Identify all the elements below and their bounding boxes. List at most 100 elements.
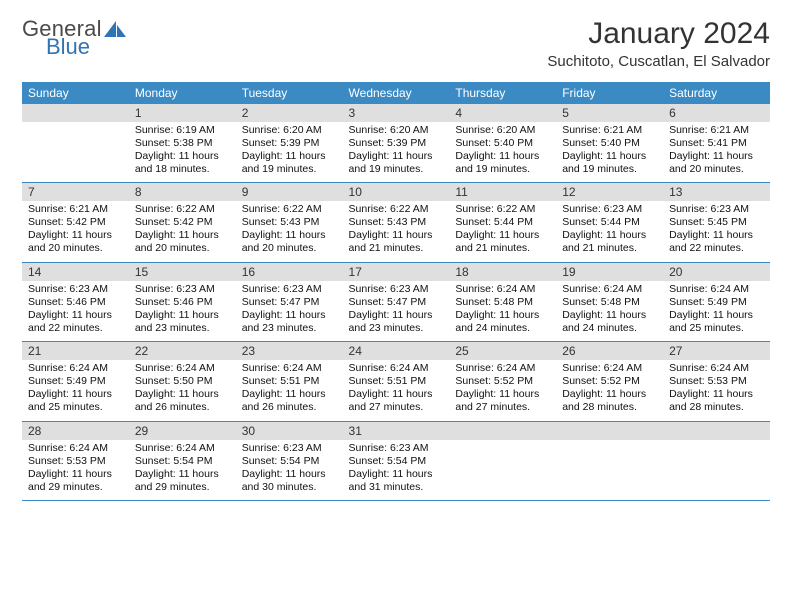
sunrise-line: Sunrise: 6:24 AM: [349, 362, 444, 375]
day-details: Sunrise: 6:24 AMSunset: 5:52 PMDaylight:…: [556, 360, 663, 421]
sunrise-line: Sunrise: 6:19 AM: [135, 124, 230, 137]
day-details: Sunrise: 6:23 AMSunset: 5:47 PMDaylight:…: [236, 281, 343, 342]
sunrise-line: Sunrise: 6:24 AM: [669, 283, 764, 296]
daylight-line: Daylight: 11 hours and 24 minutes.: [455, 309, 550, 335]
daylight-line: Daylight: 11 hours and 21 minutes.: [562, 229, 657, 255]
empty-day-bar: [663, 422, 770, 440]
calendar-cell: 18Sunrise: 6:24 AMSunset: 5:48 PMDayligh…: [449, 262, 556, 342]
day-number: 9: [236, 183, 343, 201]
calendar-cell: 22Sunrise: 6:24 AMSunset: 5:50 PMDayligh…: [129, 342, 236, 422]
day-number: 23: [236, 342, 343, 360]
sunset-line: Sunset: 5:47 PM: [349, 296, 444, 309]
day-number: 12: [556, 183, 663, 201]
daylight-line: Daylight: 11 hours and 26 minutes.: [135, 388, 230, 414]
sunrise-line: Sunrise: 6:22 AM: [455, 203, 550, 216]
day-details: Sunrise: 6:24 AMSunset: 5:54 PMDaylight:…: [129, 440, 236, 501]
daylight-line: Daylight: 11 hours and 22 minutes.: [28, 309, 123, 335]
daylight-line: Daylight: 11 hours and 28 minutes.: [669, 388, 764, 414]
sunrise-line: Sunrise: 6:24 AM: [669, 362, 764, 375]
empty-day-bar: [22, 104, 129, 122]
day-details: Sunrise: 6:19 AMSunset: 5:38 PMDaylight:…: [129, 122, 236, 183]
sunset-line: Sunset: 5:46 PM: [28, 296, 123, 309]
day-details: Sunrise: 6:23 AMSunset: 5:44 PMDaylight:…: [556, 201, 663, 262]
month-title: January 2024: [547, 18, 770, 50]
sunset-line: Sunset: 5:44 PM: [455, 216, 550, 229]
day-number: 26: [556, 342, 663, 360]
title-block: January 2024 Suchitoto, Cuscatlan, El Sa…: [547, 18, 770, 70]
daylight-line: Daylight: 11 hours and 20 minutes.: [135, 229, 230, 255]
calendar-cell: 12Sunrise: 6:23 AMSunset: 5:44 PMDayligh…: [556, 183, 663, 263]
daylight-line: Daylight: 11 hours and 27 minutes.: [455, 388, 550, 414]
sunrise-line: Sunrise: 6:23 AM: [242, 283, 337, 296]
calendar-cell: 7Sunrise: 6:21 AMSunset: 5:42 PMDaylight…: [22, 183, 129, 263]
day-number: 31: [343, 422, 450, 440]
day-header: Tuesday: [236, 82, 343, 104]
sunset-line: Sunset: 5:43 PM: [349, 216, 444, 229]
empty-day-bar: [556, 422, 663, 440]
sunrise-line: Sunrise: 6:24 AM: [242, 362, 337, 375]
day-number: 20: [663, 263, 770, 281]
empty-day-bar: [449, 422, 556, 440]
sunrise-line: Sunrise: 6:22 AM: [349, 203, 444, 216]
sunset-line: Sunset: 5:49 PM: [669, 296, 764, 309]
daylight-line: Daylight: 11 hours and 20 minutes.: [242, 229, 337, 255]
calendar-cell: 24Sunrise: 6:24 AMSunset: 5:51 PMDayligh…: [343, 342, 450, 422]
calendar-cell: 25Sunrise: 6:24 AMSunset: 5:52 PMDayligh…: [449, 342, 556, 422]
daylight-line: Daylight: 11 hours and 20 minutes.: [669, 150, 764, 176]
calendar-week-row: 7Sunrise: 6:21 AMSunset: 5:42 PMDaylight…: [22, 183, 770, 263]
calendar-cell: [22, 104, 129, 183]
day-number: 10: [343, 183, 450, 201]
calendar-cell: 21Sunrise: 6:24 AMSunset: 5:49 PMDayligh…: [22, 342, 129, 422]
day-details: Sunrise: 6:21 AMSunset: 5:40 PMDaylight:…: [556, 122, 663, 183]
calendar-cell: 13Sunrise: 6:23 AMSunset: 5:45 PMDayligh…: [663, 183, 770, 263]
day-number: 5: [556, 104, 663, 122]
day-details: Sunrise: 6:22 AMSunset: 5:43 PMDaylight:…: [343, 201, 450, 262]
calendar-cell: 6Sunrise: 6:21 AMSunset: 5:41 PMDaylight…: [663, 104, 770, 183]
header-row: General Blue January 2024 Suchitoto, Cus…: [22, 18, 770, 70]
day-header: Thursday: [449, 82, 556, 104]
day-header: Wednesday: [343, 82, 450, 104]
sunset-line: Sunset: 5:47 PM: [242, 296, 337, 309]
daylight-line: Daylight: 11 hours and 21 minutes.: [455, 229, 550, 255]
day-details: Sunrise: 6:23 AMSunset: 5:45 PMDaylight:…: [663, 201, 770, 262]
day-details: Sunrise: 6:20 AMSunset: 5:40 PMDaylight:…: [449, 122, 556, 183]
sunset-line: Sunset: 5:52 PM: [562, 375, 657, 388]
sunrise-line: Sunrise: 6:24 AM: [562, 362, 657, 375]
sunrise-line: Sunrise: 6:20 AM: [455, 124, 550, 137]
day-header: Sunday: [22, 82, 129, 104]
sunrise-line: Sunrise: 6:24 AM: [28, 362, 123, 375]
day-number: 1: [129, 104, 236, 122]
sunrise-line: Sunrise: 6:24 AM: [562, 283, 657, 296]
sunset-line: Sunset: 5:42 PM: [28, 216, 123, 229]
day-number: 4: [449, 104, 556, 122]
sunrise-line: Sunrise: 6:24 AM: [135, 362, 230, 375]
day-number: 3: [343, 104, 450, 122]
calendar-cell: 3Sunrise: 6:20 AMSunset: 5:39 PMDaylight…: [343, 104, 450, 183]
daylight-line: Daylight: 11 hours and 31 minutes.: [349, 468, 444, 494]
day-number: 8: [129, 183, 236, 201]
sunset-line: Sunset: 5:51 PM: [349, 375, 444, 388]
sunrise-line: Sunrise: 6:23 AM: [349, 442, 444, 455]
day-details: Sunrise: 6:20 AMSunset: 5:39 PMDaylight:…: [236, 122, 343, 183]
daylight-line: Daylight: 11 hours and 26 minutes.: [242, 388, 337, 414]
day-details: Sunrise: 6:24 AMSunset: 5:49 PMDaylight:…: [663, 281, 770, 342]
calendar-cell: 11Sunrise: 6:22 AMSunset: 5:44 PMDayligh…: [449, 183, 556, 263]
calendar-cell: 28Sunrise: 6:24 AMSunset: 5:53 PMDayligh…: [22, 421, 129, 501]
calendar-table: Sunday Monday Tuesday Wednesday Thursday…: [22, 82, 770, 502]
day-header: Saturday: [663, 82, 770, 104]
sunset-line: Sunset: 5:45 PM: [669, 216, 764, 229]
sunset-line: Sunset: 5:43 PM: [242, 216, 337, 229]
sunrise-line: Sunrise: 6:21 AM: [562, 124, 657, 137]
daylight-line: Daylight: 11 hours and 23 minutes.: [135, 309, 230, 335]
sunset-line: Sunset: 5:42 PM: [135, 216, 230, 229]
sunrise-line: Sunrise: 6:24 AM: [455, 362, 550, 375]
day-details: Sunrise: 6:23 AMSunset: 5:54 PMDaylight:…: [236, 440, 343, 501]
day-number: 16: [236, 263, 343, 281]
calendar-week-row: 1Sunrise: 6:19 AMSunset: 5:38 PMDaylight…: [22, 104, 770, 183]
sunrise-line: Sunrise: 6:24 AM: [135, 442, 230, 455]
calendar-cell: 10Sunrise: 6:22 AMSunset: 5:43 PMDayligh…: [343, 183, 450, 263]
daylight-line: Daylight: 11 hours and 21 minutes.: [349, 229, 444, 255]
sunset-line: Sunset: 5:50 PM: [135, 375, 230, 388]
calendar-cell: [449, 421, 556, 501]
day-number: 29: [129, 422, 236, 440]
